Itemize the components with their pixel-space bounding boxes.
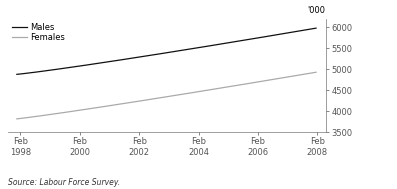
Females bbox=[33, 115, 37, 118]
Females bbox=[70, 110, 75, 112]
Line: Males: Males bbox=[17, 28, 316, 74]
Text: '000: '000 bbox=[308, 6, 326, 15]
Line: Females: Females bbox=[17, 72, 316, 119]
Females bbox=[299, 74, 303, 76]
Males bbox=[33, 71, 37, 73]
Females bbox=[288, 75, 293, 78]
Males bbox=[14, 73, 19, 75]
Text: Source: Labour Force Survey.: Source: Labour Force Survey. bbox=[8, 178, 120, 187]
Females bbox=[27, 116, 31, 119]
Males bbox=[27, 72, 31, 74]
Males bbox=[70, 66, 75, 68]
Females bbox=[314, 71, 318, 73]
Males bbox=[299, 29, 303, 32]
Females bbox=[14, 118, 19, 120]
Males bbox=[314, 27, 318, 29]
Males bbox=[94, 62, 99, 65]
Males bbox=[288, 31, 293, 34]
Females bbox=[94, 107, 99, 109]
Legend: Males, Females: Males, Females bbox=[12, 23, 66, 42]
